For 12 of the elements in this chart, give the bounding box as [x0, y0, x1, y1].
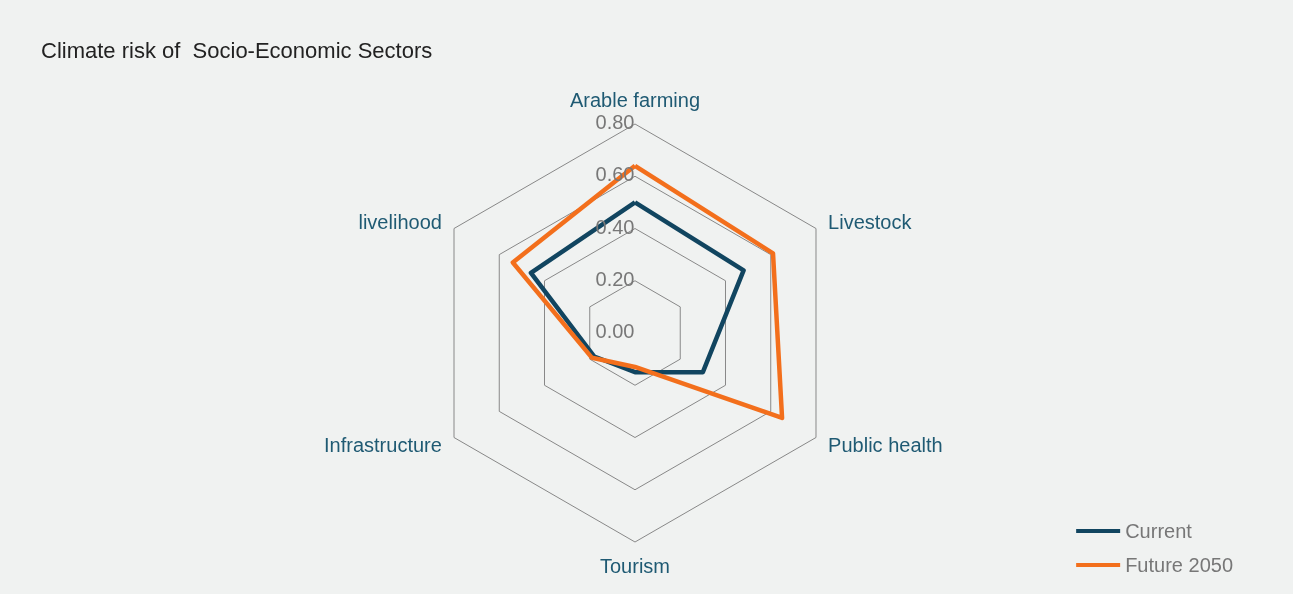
spoke-label: Tourism [599, 555, 671, 577]
chart-title: Climate risk of Socio-Economic Sectors [41, 37, 433, 63]
y-tick-label: 0.00 [595, 320, 635, 342]
legend-label: Future 2050 [1125, 554, 1234, 576]
spoke-label: Livestock [828, 210, 913, 233]
spoke-label: Public health [828, 433, 943, 456]
legend-label: Current [1125, 520, 1193, 542]
y-tick-label: 0.80 [595, 111, 635, 133]
spoke-label: Arable farming [569, 89, 701, 111]
y-tick-label: 0.20 [595, 267, 635, 290]
spoke-label: Infrastructure [324, 433, 442, 456]
spoke-label: livelihood [358, 210, 442, 233]
